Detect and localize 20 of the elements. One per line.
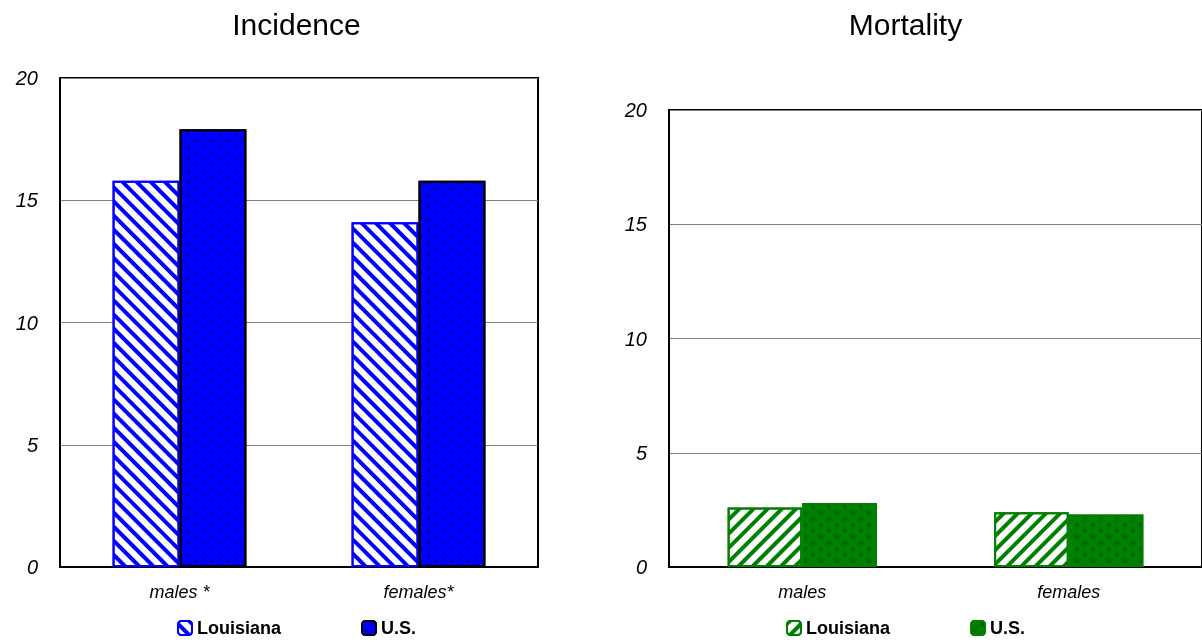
chart-title: Mortality xyxy=(848,7,963,41)
y-tick-label: 5 xyxy=(26,433,39,456)
chart-title: Incidence xyxy=(232,7,361,41)
legend-label: Louisiana xyxy=(805,618,891,638)
y-tick-label: 15 xyxy=(624,213,648,236)
y-tick-label: 15 xyxy=(15,189,39,212)
x-tick-label: females* xyxy=(383,582,455,602)
y-tick-label: 5 xyxy=(635,441,648,464)
y-tick-label: 10 xyxy=(624,327,647,350)
legend-label: U.S. xyxy=(381,618,417,638)
y-tick-label: 20 xyxy=(14,67,38,89)
y-tick-label: 10 xyxy=(15,311,38,334)
x-tick-label: males xyxy=(778,582,827,602)
legend-label: U.S. xyxy=(990,618,1026,638)
x-tick-label: females xyxy=(1037,582,1101,602)
y-tick-label: 0 xyxy=(26,556,38,578)
y-tick-label: 0 xyxy=(635,556,647,578)
y-tick-label: 20 xyxy=(623,99,647,121)
legend-label: Louisiana xyxy=(196,618,282,638)
x-tick-label: males * xyxy=(149,582,211,602)
